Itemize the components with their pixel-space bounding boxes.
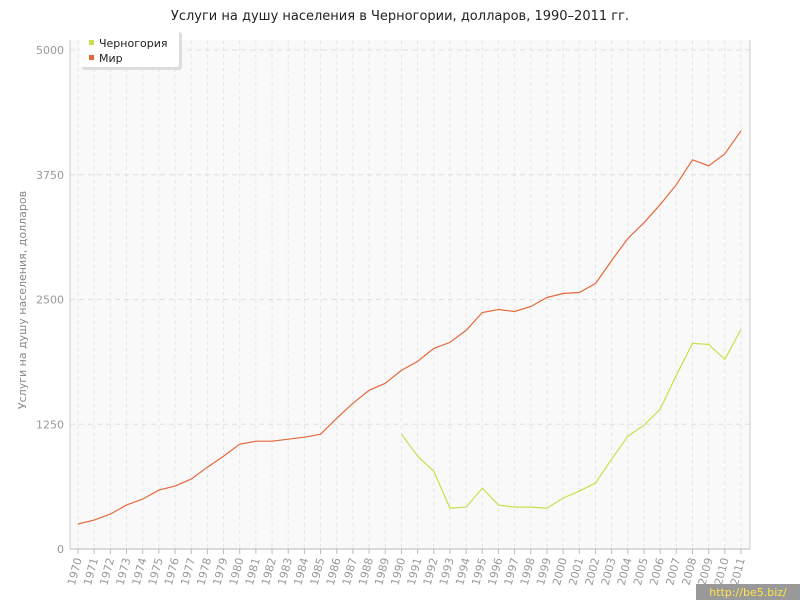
y-tick-label: 0	[57, 543, 64, 556]
legend-swatch	[89, 40, 94, 45]
legend-swatch	[89, 55, 94, 60]
y-tick-label: 3750	[36, 169, 64, 182]
y-tick-label: 2500	[36, 294, 64, 307]
chart-title: Услуги на душу населения в Черногории, д…	[171, 9, 629, 24]
watermark: http://be5.biz/	[709, 586, 787, 599]
y-axis-label: Услуги на душу населения, долларов	[16, 191, 29, 409]
y-tick-label: 1250	[36, 418, 64, 431]
watermark-bg	[696, 584, 800, 600]
legend-label: Черногория	[99, 37, 167, 50]
y-tick-label: 5000	[36, 44, 64, 57]
series-line	[77, 130, 742, 525]
legend-label: Мир	[99, 52, 123, 65]
series-line	[400, 329, 742, 509]
plot-area	[70, 40, 750, 550]
legend-box	[80, 30, 179, 67]
